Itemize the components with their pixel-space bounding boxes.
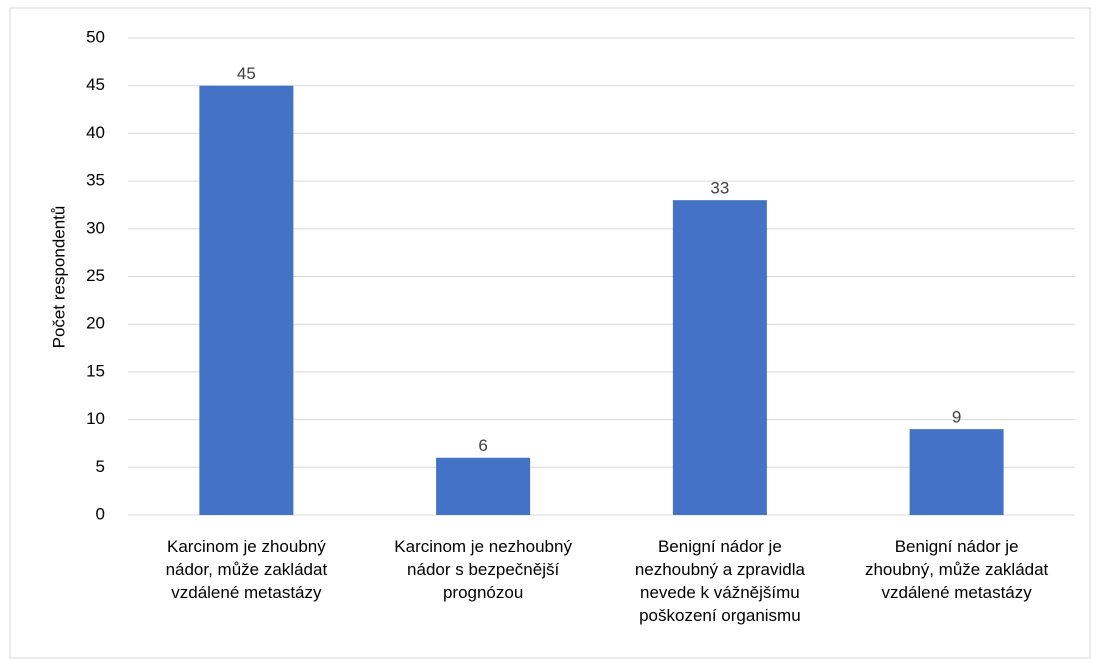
- y-axis-label: Počet respondentů: [49, 206, 68, 349]
- bar: [199, 85, 294, 515]
- y-tick-label: 20: [86, 314, 105, 333]
- y-tick-label: 15: [86, 361, 105, 380]
- y-tick-label: 10: [86, 409, 105, 428]
- data-label: 45: [237, 64, 256, 83]
- y-tick-label: 5: [96, 457, 105, 476]
- bar: [436, 457, 531, 515]
- chart-border: [9, 7, 1091, 659]
- y-tick-label: 50: [86, 27, 105, 46]
- data-label: 33: [710, 179, 729, 198]
- y-tick-label: 45: [86, 75, 105, 94]
- data-label: 9: [952, 408, 961, 427]
- y-tick-label: 35: [86, 171, 105, 190]
- y-tick-label: 30: [86, 218, 105, 237]
- y-tick-label: 40: [86, 123, 105, 142]
- x-tick-label: Karcinom je zhoubný nádor, může zakládat…: [165, 537, 328, 602]
- bar: [909, 429, 1004, 515]
- x-tick-label: Benigní nádor je nezhoubný a zpravidla n…: [634, 537, 805, 625]
- data-label: 6: [478, 436, 487, 455]
- x-tick-label: Benigní nádor je zhoubný, může zakládat …: [864, 537, 1049, 602]
- x-tick-label: Karcinom je nezhoubný nádor s bezpečnějš…: [394, 537, 572, 602]
- bar: [672, 200, 767, 515]
- y-tick-label: 25: [86, 266, 105, 285]
- y-tick-label: 0: [96, 504, 105, 523]
